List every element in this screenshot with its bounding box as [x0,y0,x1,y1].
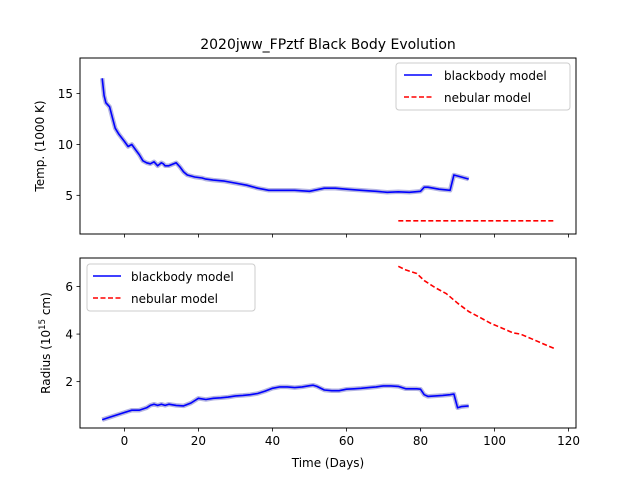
temperature-y-tick-label: 15 [58,87,73,101]
radius-x-tick-label: 40 [265,434,280,448]
chart-title: 2020jww_FPztf Black Body Evolution [200,37,456,53]
radius-x-tick-label: 120 [557,434,580,448]
radius-y-label-exponent: 15 [38,319,48,330]
temperature-y-axis-label: Temp. (1000 K) [33,100,47,192]
radius-x-tick-label: 60 [339,434,354,448]
radius-y-label-suffix: cm) [39,292,53,319]
temperature-panel: 5 10 15 Temp. (1000 K) blackbody model neb… [33,57,577,238]
radius-y-label-base: Radius (10 [39,330,53,394]
radius-legend-nebular-label: nebular model [131,292,218,306]
radius-blackbody-model-line [101,384,469,421]
radius-y-axis-label: Radius (1015 cm) [38,292,53,394]
temperature-series [99,78,554,222]
temperature-legend-box [395,62,571,111]
temperature-y-tick-label: 10 [58,138,73,152]
temperature-legend: blackbody model nebular model [395,62,571,111]
temperature-blackbody-model-line [101,78,469,194]
radius-series [101,265,555,422]
radius-plot-area [79,257,577,429]
radius-y-tick-label: 4 [65,328,73,342]
temperature-y-tick-label: 5 [65,189,73,203]
x-axis-label: Time (Days) [291,456,365,470]
radius-x-tick-label: 80 [413,434,428,448]
temperature-legend-blackbody-label: blackbody model [444,69,547,83]
radius-y-tick-label: 2 [65,375,73,389]
temperature-axis-ticks: 5 10 15 [58,87,569,238]
radius-panel: 0 20 40 60 80 100 120 2 4 6 Time (Days) Radius (1… [38,257,580,470]
radius-y-tick-label: 6 [65,280,73,294]
radius-x-tick-label: 20 [191,434,206,448]
radius-nebular-model-line [397,265,555,350]
temperature-legend-nebular-label: nebular model [444,91,531,105]
radius-legend-box [86,263,256,312]
temperature-plot-area [79,57,577,235]
radius-x-tick-label: 0 [121,434,129,448]
radius-axis-ticks: 0 20 40 60 80 100 120 2 4 6 [65,280,580,448]
radius-legend: blackbody model nebular model [86,263,256,312]
radius-legend-blackbody-label: blackbody model [131,270,234,284]
radius-x-tick-label: 100 [483,434,506,448]
